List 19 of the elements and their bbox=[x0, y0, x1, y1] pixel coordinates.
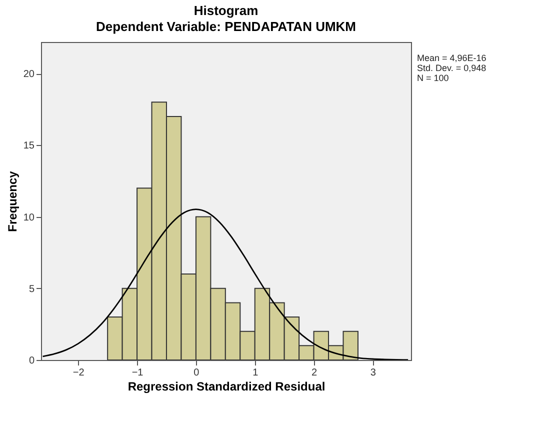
x-tick-label: −2 bbox=[72, 368, 85, 378]
x-tick-label: 0 bbox=[194, 368, 200, 378]
y-tick-label: 0 bbox=[28, 356, 35, 366]
y-tick-label: 5 bbox=[28, 284, 35, 295]
line-series bbox=[42, 208, 409, 360]
x-tick-label: 1 bbox=[252, 368, 259, 378]
text: Std. Dev. = 0,948 bbox=[417, 63, 486, 73]
y-tick-label: 15 bbox=[23, 140, 35, 152]
x-axis-title: Regression Standardized Residual bbox=[128, 380, 326, 394]
text: N = 100 bbox=[417, 73, 449, 83]
x-tick-label: 3 bbox=[370, 368, 376, 378]
y-tick-label: 10 bbox=[23, 212, 35, 224]
y-axis-title: Frequency bbox=[5, 170, 20, 232]
chart-subtitle: Dependent Variable: PENDAPATAN UMKM bbox=[96, 19, 356, 34]
x-tick-label: −1 bbox=[132, 368, 144, 378]
x-tick-label: 2 bbox=[312, 368, 318, 378]
chart-title: Histogram bbox=[194, 3, 258, 18]
text: Mean = 4,96E-16 bbox=[417, 53, 486, 63]
y-tick-label: 20 bbox=[23, 69, 35, 80]
